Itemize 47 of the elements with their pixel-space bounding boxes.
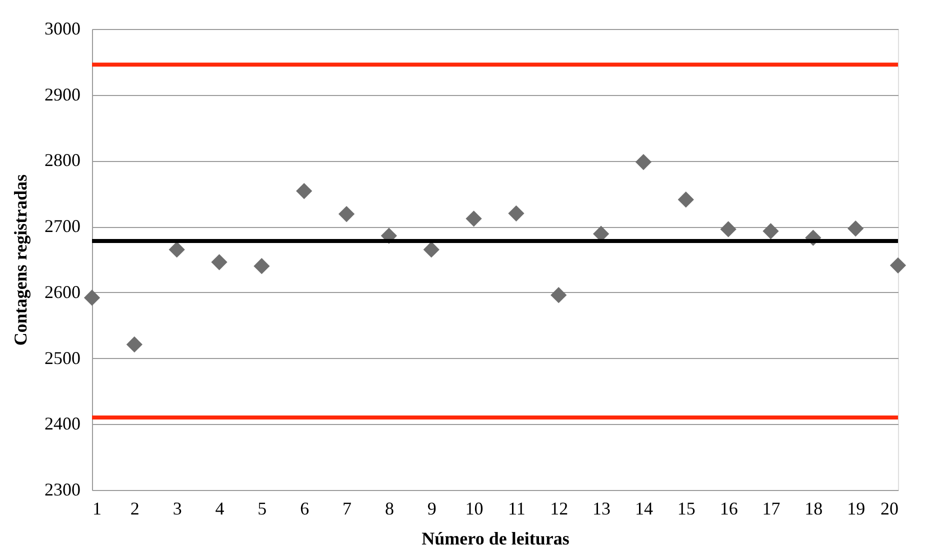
y-tick-label: 2600 — [44, 282, 80, 302]
point — [423, 242, 440, 258]
point — [890, 257, 906, 274]
x-tick-label: 8 — [384, 498, 394, 518]
point — [550, 287, 567, 304]
y-tick-label: 3000 — [44, 18, 80, 38]
point — [762, 223, 779, 240]
y-tick-label: 2500 — [44, 348, 80, 368]
point — [848, 220, 864, 237]
y-tick-label: 2800 — [44, 150, 80, 170]
point — [338, 206, 355, 222]
x-tick-label: 13 — [592, 498, 611, 518]
y-tick-label: 2400 — [44, 414, 80, 434]
y-tick-label: 2700 — [44, 216, 80, 236]
point — [508, 205, 524, 222]
x-tick-label: 20 — [880, 498, 898, 518]
x-tick-label: 16 — [720, 498, 738, 518]
x-tick-label: 15 — [677, 498, 696, 518]
point — [168, 242, 185, 258]
point — [211, 254, 228, 270]
y-tick-label: 2300 — [44, 480, 80, 500]
x-tick-label: 11 — [508, 498, 526, 518]
point — [720, 221, 736, 238]
x-axis-title: Número de leituras — [422, 528, 570, 548]
point — [296, 182, 312, 200]
y-axis-title: Contagens registradas — [10, 174, 30, 346]
x-tick-label: 9 — [427, 498, 436, 518]
x-tick-label: 18 — [804, 498, 823, 518]
y-tick-label: 2900 — [44, 84, 80, 104]
x-tick-label: 3 — [172, 498, 182, 518]
point — [126, 336, 142, 353]
x-tick-label: 12 — [550, 498, 568, 518]
point — [466, 210, 482, 227]
point — [678, 192, 694, 208]
point — [635, 154, 652, 170]
point — [84, 290, 100, 306]
point — [254, 258, 270, 274]
x-tick-label: 1 — [92, 498, 102, 518]
x-tick-label: 14 — [634, 498, 653, 518]
x-tick-label: 6 — [300, 498, 310, 518]
x-tick-label: 4 — [215, 498, 224, 518]
x-tick-label: 7 — [342, 498, 352, 518]
x-tick-label: 17 — [762, 498, 780, 518]
x-tick-label: 2 — [130, 498, 140, 518]
x-tick-label: 19 — [847, 498, 866, 518]
x-tick-label: 10 — [465, 498, 484, 518]
x-tick-label: 5 — [258, 498, 267, 518]
